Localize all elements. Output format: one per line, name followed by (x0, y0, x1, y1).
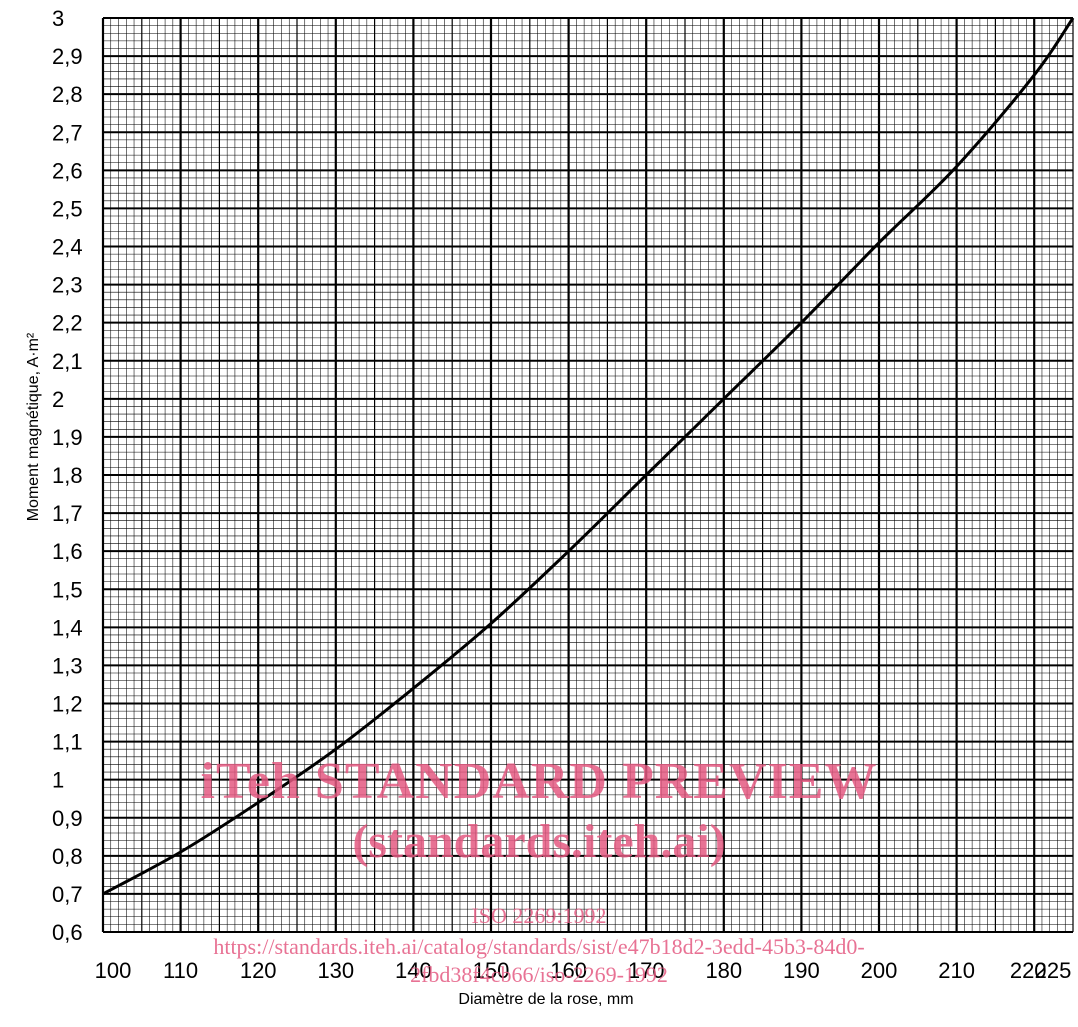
y-tick-label: 0,7 (52, 882, 83, 907)
y-tick-label: 3 (52, 6, 64, 31)
x-tick-label: 170 (628, 958, 665, 983)
y-tick-label: 2,2 (52, 311, 83, 336)
y-tick-label: 1,2 (52, 692, 83, 717)
series-line-0 (102, 17, 1075, 896)
y-tick-label: 2,6 (52, 158, 83, 183)
x-tick-label: 210 (938, 958, 975, 983)
curve-layer (102, 17, 1075, 896)
x-tick-label: 180 (705, 958, 742, 983)
y-tick-label: 1,6 (52, 539, 83, 564)
y-tick-label: 2,8 (52, 82, 83, 107)
x-tick-label: 225 (1035, 958, 1072, 983)
y-tick-label: 1,5 (52, 577, 83, 602)
watermark-title: iTeh STANDARD PREVIEW (200, 753, 878, 810)
y-tick-label: 2,1 (52, 349, 83, 374)
y-tick-label: 2,4 (52, 235, 83, 260)
y-tick-label: 2,5 (52, 196, 83, 221)
x-tick-labels: 100 110 120 130 140 150 160 170 180 190 200 210 2202… (95, 958, 1072, 983)
y-tick-label: 2,9 (52, 44, 83, 69)
watermark-url-line-2: 2fbd38f4cb66/iso-2269-1992 (410, 962, 668, 987)
y-tick-label: 0,6 (52, 920, 83, 945)
x-tick-label: 120 (240, 958, 277, 983)
y-tick-label: 2 (52, 387, 64, 412)
watermark-url: https://standards.iteh.ai/catalog/standa… (0, 933, 1078, 989)
x-tick-label: 220 (1010, 958, 1047, 983)
x-tick-label: 110 (163, 958, 198, 983)
x-tick-label: 100 (95, 958, 132, 983)
y-tick-label: 1,1 (52, 730, 83, 755)
watermark-site: (standards.iteh.ai) (352, 815, 726, 868)
y-tick-label: 1,4 (52, 615, 83, 640)
y-tick-label: 1,3 (52, 653, 83, 678)
y-tick-label: 1,9 (52, 425, 83, 450)
x-axis-label: Diamètre de la rose, mm (458, 991, 633, 1008)
x-tick-label: 190 (783, 958, 820, 983)
x-tick-label: 160 (550, 958, 587, 983)
x-tick-label: 150 (473, 958, 510, 983)
watermark-url-line-1: https://standards.iteh.ai/catalog/standa… (213, 934, 865, 959)
y-tick-label: 2,3 (52, 273, 83, 298)
x-tick-label: 130 (317, 958, 354, 983)
y-tick-label: 0,8 (52, 844, 83, 869)
x-tick-label: 200 (861, 958, 898, 983)
watermark-standard: ISO 2269:1992 (471, 903, 607, 928)
grid (101, 17, 1074, 933)
y-tick-labels: 0,6 0,7 0,8 0,9 1 1,1 1,2 1,3 1,4 1,5 1,6 1,7 1,8 1,9… (52, 6, 83, 945)
y-tick-label: 1 (52, 768, 64, 793)
x-tick-label: 140 (395, 958, 432, 983)
y-tick-label: 2,7 (52, 120, 83, 145)
y-tick-label: 1,8 (52, 463, 83, 488)
y-tick-label: 1,7 (52, 501, 83, 526)
y-axis-label: Moment magnétique, A·m² (25, 332, 42, 521)
y-tick-label: 0,9 (52, 806, 83, 831)
